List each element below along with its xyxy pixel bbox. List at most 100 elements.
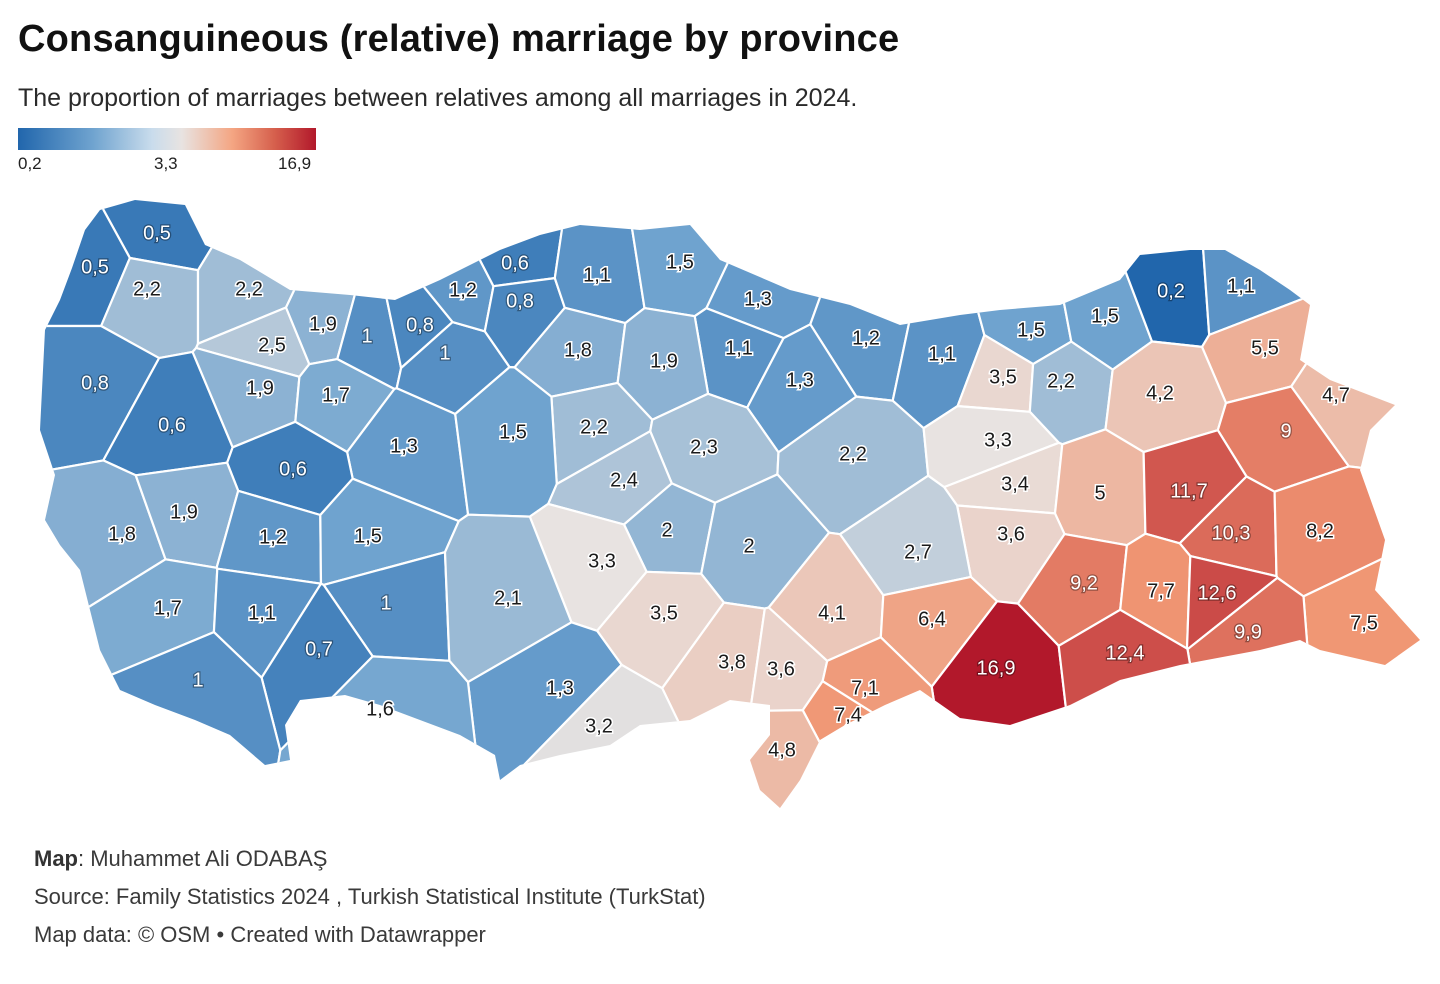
province-value-label: 2,2 xyxy=(1047,370,1075,392)
map-data-credit: Map data: © OSM • Created with Datawrapp… xyxy=(34,922,486,947)
province-value-label: 2,2 xyxy=(839,443,867,465)
province-value-label: 1,9 xyxy=(650,350,678,372)
map-credit-author: : Muhammet Ali ODABAŞ xyxy=(78,846,328,871)
province-value-label: 2,4 xyxy=(610,469,638,491)
legend-mid-label: 3,3 xyxy=(154,154,178,173)
province-value-label: 4,1 xyxy=(818,602,846,624)
province-value-label: 9,2 xyxy=(1070,572,1098,594)
province-value-label: 12,6 xyxy=(1198,582,1237,604)
province-value-label: 4,7 xyxy=(1322,384,1350,406)
province-value-label: 1,5 xyxy=(666,251,694,273)
legend-gradient xyxy=(18,128,316,150)
province-value-label: 2,2 xyxy=(580,416,608,438)
province-value-label: 16,9 xyxy=(977,657,1016,679)
province-value-label: 0,6 xyxy=(501,252,529,274)
province-value-label: 0,5 xyxy=(143,222,171,244)
chart-title: Consanguineous (relative) marriage by pr… xyxy=(18,18,900,60)
province-value-label: 1,5 xyxy=(499,421,527,443)
province-value-label: 1 xyxy=(192,669,203,691)
legend-min-label: 0,2 xyxy=(18,154,42,173)
province-region[interactable] xyxy=(20,631,282,815)
province-value-label: 0,8 xyxy=(506,290,534,312)
province-region[interactable] xyxy=(553,195,646,325)
map-svg: 0,50,52,2 2,22,51,91 0,811,20,60,81,11,51,… xyxy=(20,195,1430,815)
chart-subtitle: The proportion of marriages between rela… xyxy=(18,84,858,112)
province-value-label: 3,3 xyxy=(588,550,616,572)
province-layer xyxy=(20,195,1430,815)
province-value-label: 1,1 xyxy=(583,264,611,286)
province-value-label: 1 xyxy=(380,592,391,614)
province-value-label: 2,3 xyxy=(690,436,718,458)
province-value-label: 2,1 xyxy=(494,587,522,609)
province-value-label: 5 xyxy=(1094,482,1105,504)
province-value-label: 1,9 xyxy=(170,501,198,523)
province-value-label: 10,3 xyxy=(1212,522,1251,544)
label-layer: 0,50,52,2 2,22,51,91 0,811,20,60,81,11,51,… xyxy=(80,221,1380,763)
province-value-label: 1,8 xyxy=(108,523,136,545)
province-value-label: 7,1 xyxy=(851,677,879,699)
choropleth-map: 0,5 0,5 2,2 2,2 2,5 1,9 1 0,8 1 1,2 0,6 0,8 1,1 1,5 1,… xyxy=(0,190,1440,820)
province-value-label: 7,5 xyxy=(1350,612,1378,634)
map-credit: Map: Muhammet Ali ODABAŞ xyxy=(34,840,706,878)
province-value-label: 4,2 xyxy=(1146,382,1174,404)
color-legend: 0,2 3,3 16,9 xyxy=(18,128,316,174)
province-value-label: 1,1 xyxy=(248,602,276,624)
province-value-label: 1,5 xyxy=(1017,319,1045,341)
source-credit: Source: Family Statistics 2024 , Turkish… xyxy=(34,884,706,909)
province-value-label: 1,9 xyxy=(309,313,337,335)
province-value-label: 1,5 xyxy=(1091,305,1119,327)
province-value-label: 1,5 xyxy=(354,525,382,547)
province-value-label: 6,4 xyxy=(918,608,946,630)
province-value-label: 1,3 xyxy=(786,369,814,391)
province-value-label: 12,4 xyxy=(1106,642,1145,664)
province-value-label: 1,7 xyxy=(322,384,350,406)
province-value-label: 3,8 xyxy=(718,651,746,673)
province-value-label: 2 xyxy=(661,519,672,541)
province-value-label: 0,6 xyxy=(158,414,186,436)
province-value-label: 1 xyxy=(439,342,450,364)
province-value-label: 2,5 xyxy=(258,334,286,356)
legend-max-label: 16,9 xyxy=(278,154,312,173)
province-value-label: 7,7 xyxy=(1147,580,1175,602)
province-value-label: 9,9 xyxy=(1234,621,1262,643)
province-value-label: 2,2 xyxy=(235,278,263,300)
province-value-label: 1,3 xyxy=(744,288,772,310)
province-value-label: 0,6 xyxy=(279,458,307,480)
province-value-label: 1,2 xyxy=(259,526,287,548)
province-value-label: 7,4 xyxy=(834,704,862,726)
province-value-label: 3,6 xyxy=(997,523,1025,545)
province-value-label: 3,6 xyxy=(767,658,795,680)
province-region[interactable] xyxy=(1198,195,1430,336)
province-value-label: 1,8 xyxy=(564,339,592,361)
province-value-label: 0,8 xyxy=(406,314,434,336)
province-value-label: 1,3 xyxy=(546,677,574,699)
province-value-label: 1,1 xyxy=(1227,275,1255,297)
province-value-label: 1,6 xyxy=(366,698,394,720)
province-value-label: 3,4 xyxy=(1001,473,1029,495)
province-value-label: 2,2 xyxy=(133,278,161,300)
province-value-label: 1,2 xyxy=(449,279,477,301)
province-value-label: 0,5 xyxy=(81,256,109,278)
province-value-label: 3,3 xyxy=(984,429,1012,451)
footer: Map: Muhammet Ali ODABAŞ Source: Family … xyxy=(34,840,706,954)
map-credit-label: Map xyxy=(34,846,78,871)
province-value-label: 1,1 xyxy=(928,343,956,365)
province-value-label: 4,8 xyxy=(768,739,796,761)
province-value-label: 11,7 xyxy=(1170,480,1207,502)
province-value-label: 8,2 xyxy=(1306,520,1334,542)
province-value-label: 3,5 xyxy=(650,602,678,624)
province-value-label: 2 xyxy=(743,535,754,557)
province-value-label: 1,7 xyxy=(154,597,182,619)
province-value-label: 0,7 xyxy=(305,638,333,660)
province-value-label: 1,2 xyxy=(852,327,880,349)
province-value-label: 1 xyxy=(361,325,372,347)
province-value-label: 0,2 xyxy=(1157,280,1185,302)
province-value-label: 5,5 xyxy=(1251,337,1279,359)
province-value-label: 3,2 xyxy=(585,715,613,737)
province-value-label: 9 xyxy=(1280,420,1291,442)
province-value-label: 1,9 xyxy=(246,377,274,399)
province-value-label: 1,1 xyxy=(725,337,753,359)
province-value-label: 0,8 xyxy=(81,372,109,394)
province-value-label: 1,3 xyxy=(390,435,418,457)
province-value-label: 3,5 xyxy=(989,366,1017,388)
